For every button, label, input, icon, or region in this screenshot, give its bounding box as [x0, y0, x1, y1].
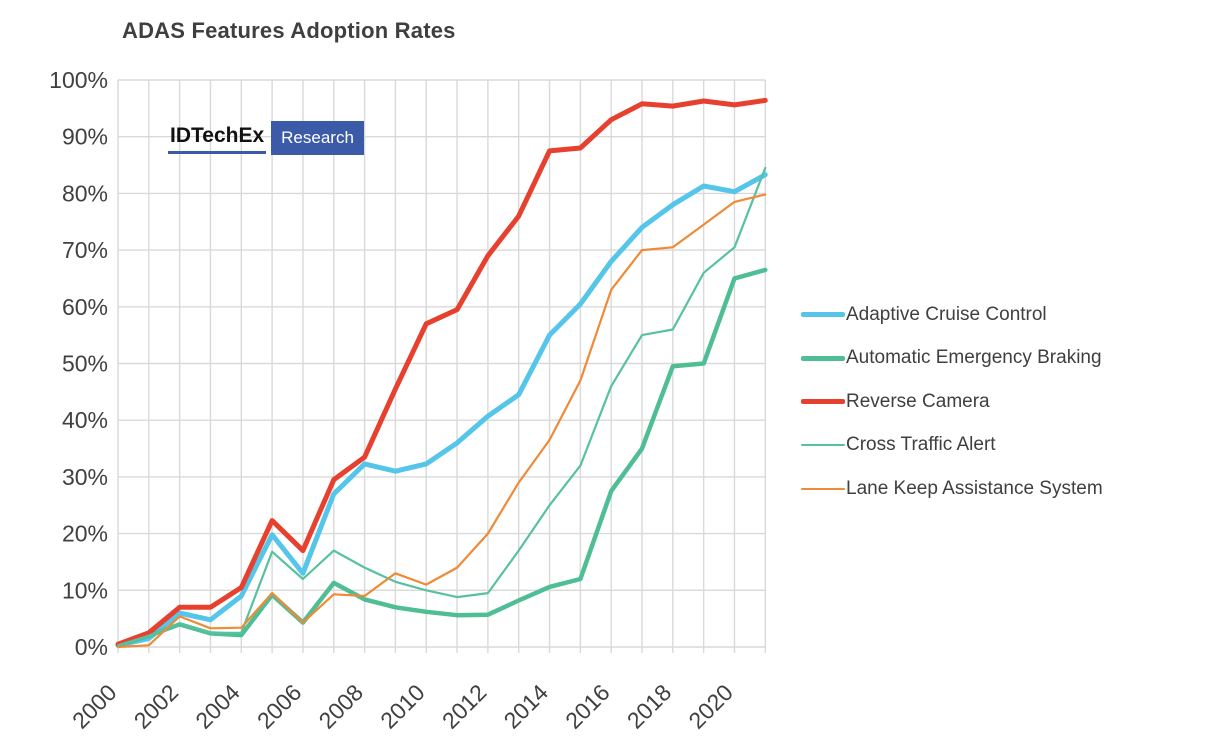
x-axis-label: 2006	[252, 679, 307, 734]
legend-label: Automatic Emergency Braking	[846, 347, 1102, 369]
series-line-cross-traffic-alert	[116, 166, 767, 647]
legend-label: Adaptive Cruise Control	[846, 303, 1047, 325]
legend-line-swatch	[801, 356, 845, 361]
y-axis-label: 80%	[62, 180, 108, 206]
x-axis-label: 2002	[129, 679, 184, 734]
legend-item: Reverse Camera	[801, 380, 1103, 424]
chart-title: ADAS Features Adoption Rates	[122, 18, 456, 43]
x-axis-label: 2008	[314, 679, 369, 734]
logo-wordmark: IDTechEx	[168, 122, 267, 154]
legend-label: Cross Traffic Alert	[846, 434, 996, 456]
legend-label: Reverse Camera	[846, 390, 990, 412]
legend-line-swatch	[801, 399, 845, 405]
series-line-lane-keep-assistance-system	[116, 193, 767, 649]
legend-item: Lane Keep Assistance System	[801, 467, 1103, 511]
legend-line-swatch	[801, 487, 845, 490]
x-axis-label: 2014	[499, 679, 554, 734]
x-axis-label: 2018	[622, 679, 677, 734]
idtechex-logo: IDTechEx Research	[168, 121, 364, 155]
y-axis-label: 50%	[62, 351, 108, 377]
gridlines	[117, 79, 766, 653]
y-axis-label: 60%	[62, 294, 108, 320]
y-axis-label: 70%	[62, 237, 108, 263]
y-axis-label: 20%	[62, 521, 108, 547]
x-axis-labels: 2000 2002 2004 2006 2008 2010 2012 2014 2016 2018…	[67, 679, 738, 734]
legend-item: Automatic Emergency Braking	[801, 337, 1103, 381]
x-axis-label: 2012	[437, 679, 492, 734]
series-lines	[115, 97, 768, 649]
x-axis-label: 2020	[683, 679, 738, 734]
legend-line-swatch	[801, 444, 845, 447]
y-axis-label: 90%	[62, 124, 108, 150]
series-line-reverse-camera	[115, 97, 768, 647]
y-axis-label: 10%	[62, 577, 108, 603]
series-line-automatic-emergency-braking	[115, 267, 768, 648]
x-axis-label: 2004	[190, 679, 245, 734]
y-axis-label: 30%	[62, 464, 108, 490]
legend-item: Adaptive Cruise Control	[801, 293, 1103, 337]
y-axis-labels: 0% 10% 20% 30% 40% 50% 60% 70% 80% 90% 100%	[49, 67, 108, 660]
x-axis-label: 2000	[67, 679, 122, 734]
y-axis-label: 40%	[62, 407, 108, 433]
x-axis-label: 2010	[375, 679, 430, 734]
y-axis-label: 100%	[49, 67, 108, 93]
legend-label: Lane Keep Assistance System	[846, 477, 1103, 499]
series-line-adaptive-cruise-control	[115, 172, 768, 648]
legend: Adaptive Cruise Control Automatic Emergen…	[801, 293, 1103, 511]
logo-research-badge: Research	[271, 121, 364, 155]
legend-item: Cross Traffic Alert	[801, 424, 1103, 468]
y-axis-label: 0%	[75, 634, 108, 660]
x-axis-label: 2016	[560, 679, 615, 734]
legend-line-swatch	[801, 312, 845, 318]
